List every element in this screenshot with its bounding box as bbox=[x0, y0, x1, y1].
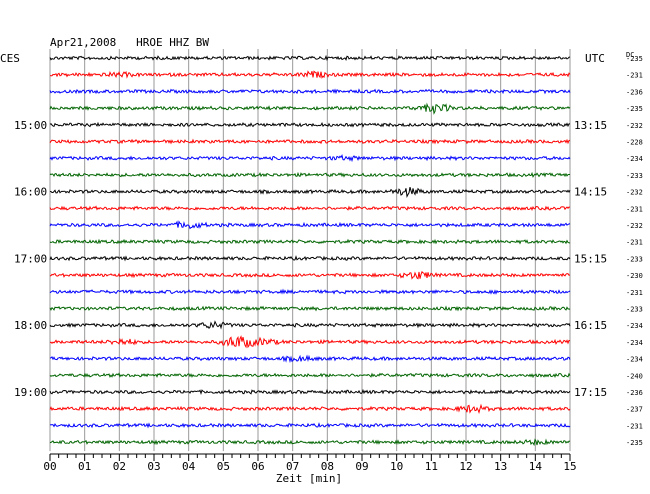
x-tick-label: 04 bbox=[182, 460, 196, 473]
trace-line bbox=[49, 121, 570, 128]
dc-offset-label: -236 bbox=[626, 389, 643, 397]
left-time-label: 18:00 bbox=[14, 319, 47, 332]
trace-line bbox=[49, 220, 571, 230]
dc-offset-label: -234 bbox=[626, 155, 643, 163]
trace-line bbox=[49, 422, 571, 429]
x-tick-label: 13 bbox=[494, 460, 507, 473]
dc-offset-label: -231 bbox=[626, 289, 643, 297]
left-time-label: 15:00 bbox=[14, 119, 47, 132]
left-time-labels: 15:00 16:00 17:00 18:00 19:00 bbox=[14, 119, 47, 399]
dc-offset-label: -232 bbox=[626, 189, 643, 197]
dc-offset-label: -233 bbox=[626, 172, 643, 180]
dc-offset-label: -237 bbox=[626, 406, 643, 414]
x-tick-label: 07 bbox=[286, 460, 299, 473]
x-tick-label: 02 bbox=[113, 460, 126, 473]
dc-offset-label: -231 bbox=[626, 72, 643, 80]
x-tick-label: 08 bbox=[321, 460, 334, 473]
trace-line bbox=[49, 335, 571, 349]
x-tick-label: 03 bbox=[147, 460, 160, 473]
right-zone-label: UTC bbox=[585, 52, 605, 65]
trace-line bbox=[49, 372, 571, 379]
left-time-label: 19:00 bbox=[14, 386, 47, 399]
trace-line bbox=[49, 186, 571, 199]
dc-offset-label: -231 bbox=[626, 422, 643, 430]
dc-label: DC bbox=[626, 51, 634, 59]
right-time-label: 17:15 bbox=[574, 386, 607, 399]
trace-line bbox=[49, 102, 571, 115]
dc-offset-label: -235 bbox=[626, 439, 643, 447]
trace-line bbox=[49, 153, 571, 163]
trace-line bbox=[49, 255, 571, 262]
right-time-label: 14:15 bbox=[574, 186, 607, 199]
x-tick-label: 10 bbox=[390, 460, 403, 473]
trace-line bbox=[49, 438, 571, 447]
trace-line bbox=[49, 354, 571, 364]
dc-offset-label: -240 bbox=[626, 372, 643, 380]
plot-grid bbox=[49, 49, 571, 452]
trace-line bbox=[49, 403, 571, 415]
chart-title: Apr21,2008 HROE HHZ BW bbox=[50, 36, 209, 49]
trace-line bbox=[49, 238, 571, 245]
dc-offset-label: -234 bbox=[626, 339, 643, 347]
x-tick-label: 05 bbox=[217, 460, 230, 473]
dc-offset-label: -234 bbox=[626, 356, 643, 364]
left-time-label: 17:00 bbox=[14, 252, 47, 265]
trace-lines bbox=[49, 54, 571, 447]
x-tick-label: 11 bbox=[425, 460, 438, 473]
dc-offset-label: -228 bbox=[626, 139, 643, 147]
x-tick-label: 06 bbox=[251, 460, 264, 473]
x-axis: 00 01 02 03 04 05 06 07 08 09 10 11 12 13 14 15 bbox=[43, 453, 577, 473]
trace-line bbox=[49, 305, 571, 312]
right-time-labels: 13:15 14:15 15:15 16:15 17:15 bbox=[574, 119, 607, 399]
dc-offset-label: -230 bbox=[626, 272, 643, 280]
left-zone-label: CES bbox=[0, 52, 20, 65]
x-tick-label: 09 bbox=[355, 460, 368, 473]
dc-offset-label: -233 bbox=[626, 306, 643, 314]
x-tick-label: 15 bbox=[563, 460, 576, 473]
x-tick-label: 00 bbox=[43, 460, 56, 473]
trace-line bbox=[49, 88, 571, 95]
x-axis-label: Zeit [min] bbox=[276, 472, 342, 485]
trace-line bbox=[49, 205, 571, 212]
dc-offset-label: -232 bbox=[626, 222, 643, 230]
left-time-label: 16:00 bbox=[14, 186, 47, 199]
dc-offset-label: -232 bbox=[626, 122, 643, 130]
right-time-label: 15:15 bbox=[574, 252, 607, 265]
trace-line bbox=[49, 388, 571, 396]
dc-offset-label: -235 bbox=[626, 55, 643, 63]
dc-offset-labels: -235 -231 -236 -235 -232 -228 -234 -233 -232 -231… bbox=[626, 55, 643, 447]
x-tick-label: 12 bbox=[459, 460, 472, 473]
dc-offset-label: -236 bbox=[626, 88, 643, 96]
x-tick-label: 14 bbox=[529, 460, 543, 473]
trace-line bbox=[49, 270, 571, 280]
trace-line bbox=[49, 171, 571, 178]
dc-offset-label: -231 bbox=[626, 205, 643, 213]
dc-offset-label: -234 bbox=[626, 322, 643, 330]
x-tick-label: 01 bbox=[78, 460, 91, 473]
dc-offset-label: -231 bbox=[626, 239, 643, 247]
trace-line bbox=[49, 138, 571, 145]
right-time-label: 13:15 bbox=[574, 119, 607, 132]
right-time-label: 16:15 bbox=[574, 319, 607, 332]
trace-line bbox=[49, 288, 571, 295]
trace-line bbox=[49, 320, 571, 330]
dc-offset-label: -233 bbox=[626, 255, 643, 263]
trace-line bbox=[49, 54, 571, 62]
dc-offset-label: -235 bbox=[626, 105, 643, 113]
trace-line bbox=[49, 70, 571, 79]
